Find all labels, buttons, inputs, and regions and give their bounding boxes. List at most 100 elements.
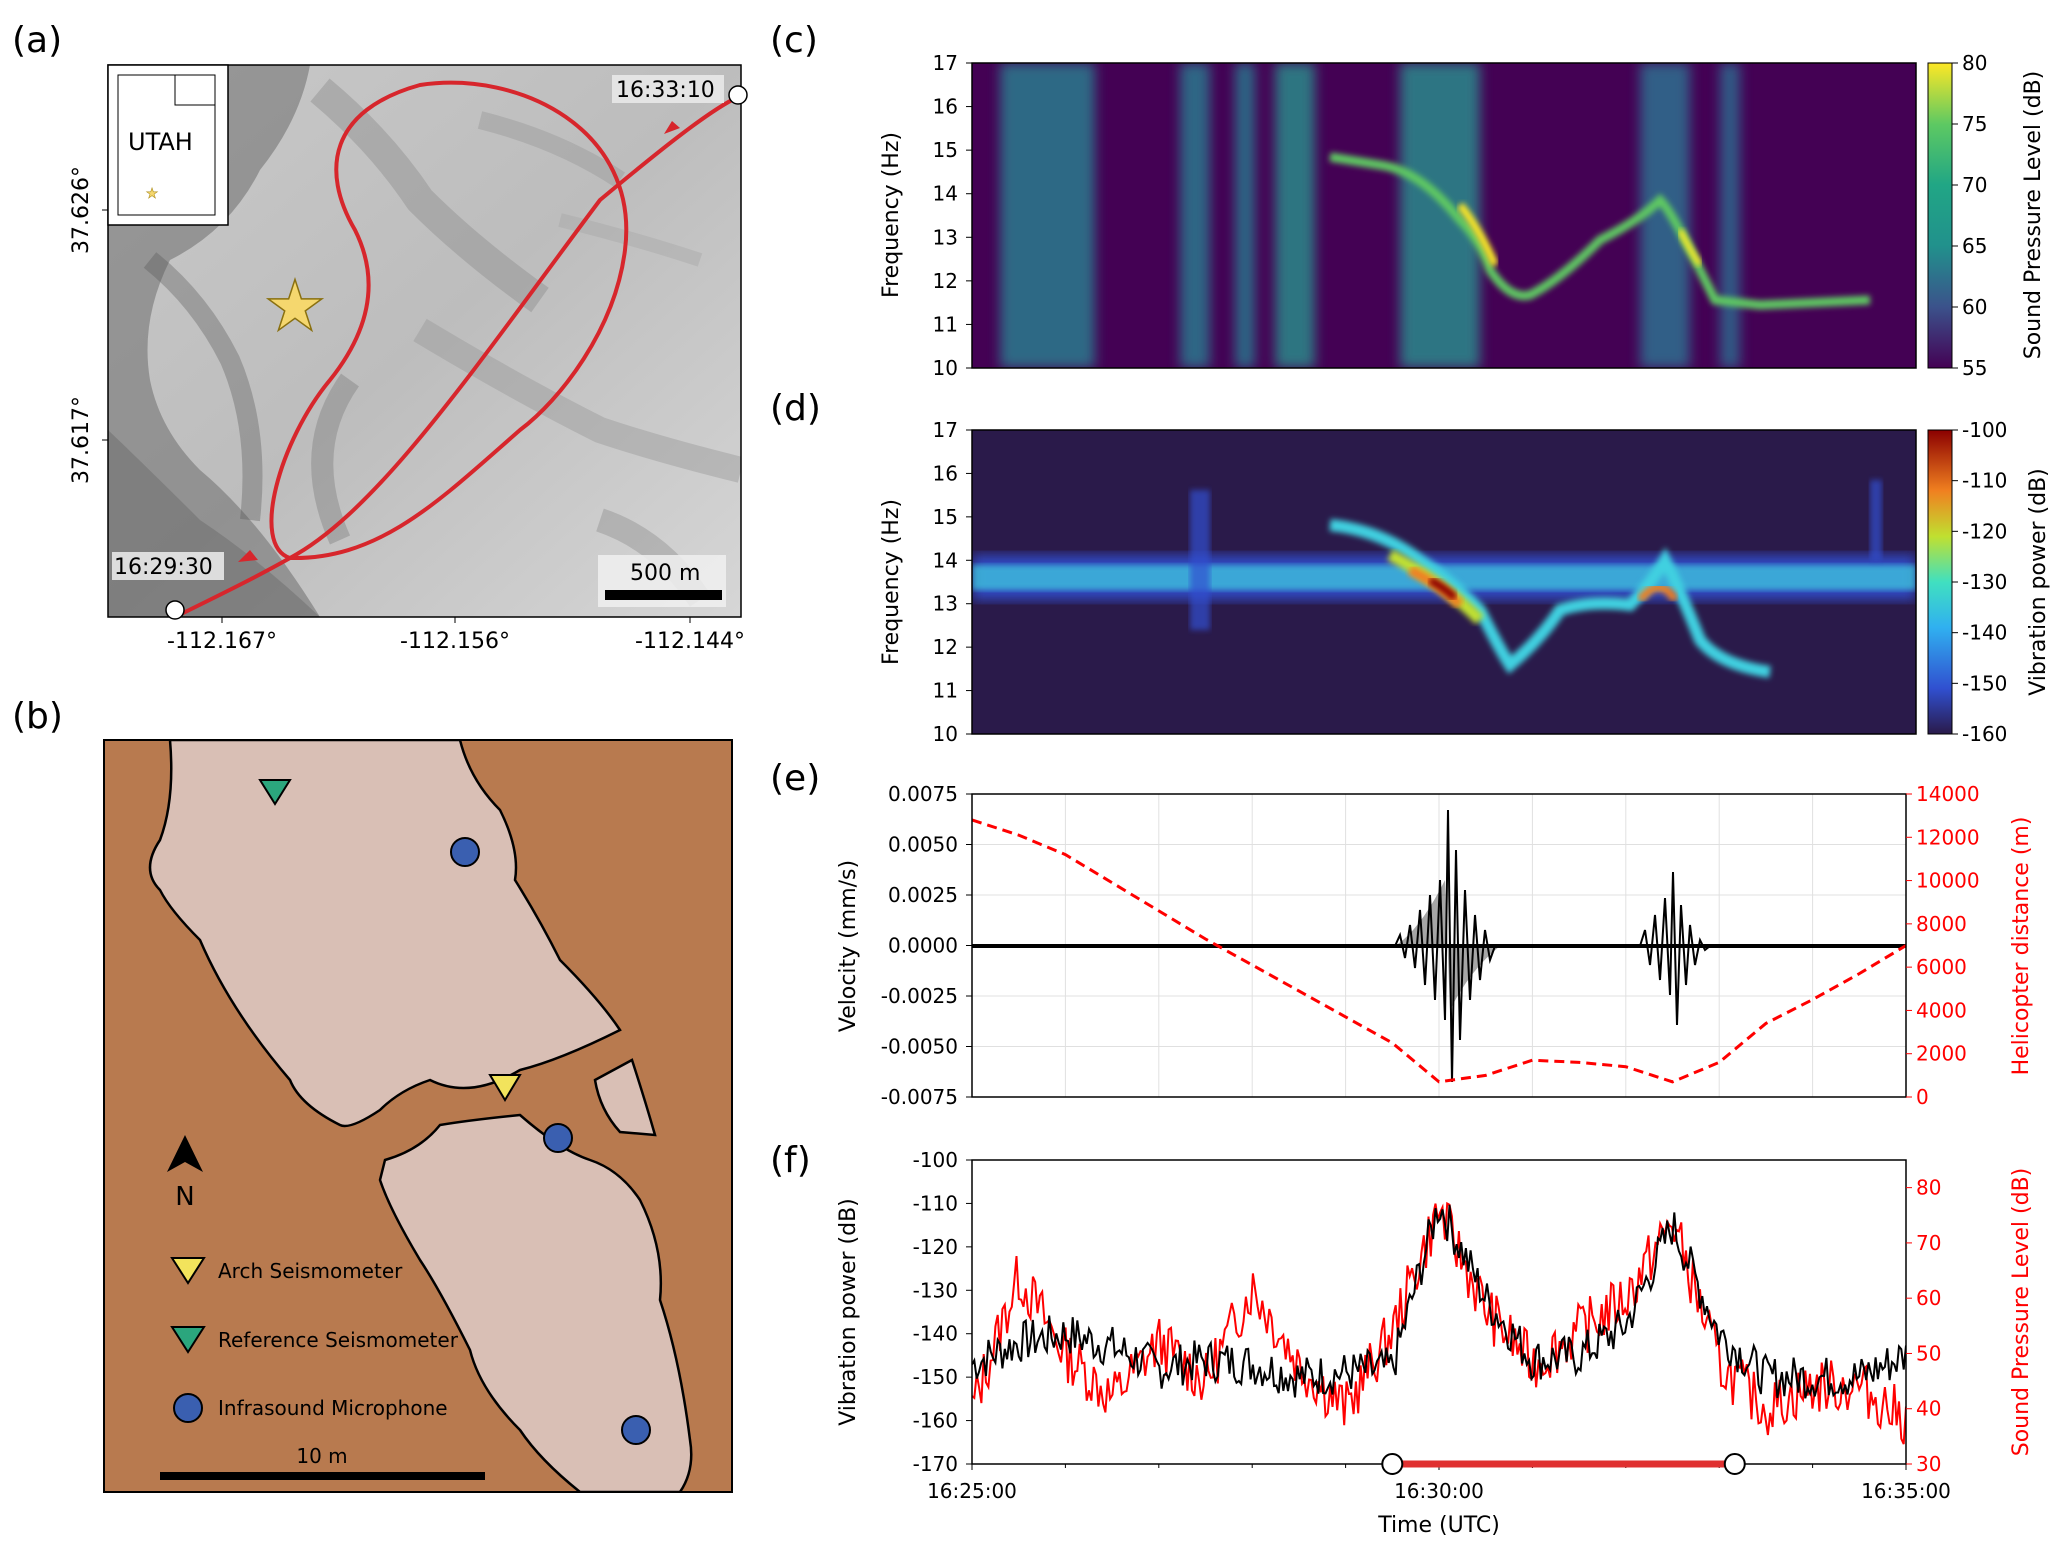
y2tick-label: 10000: [1916, 869, 1980, 893]
chart-f-yaxis: -100 -110 -120 -130 -140 -150 -160 -170: [913, 1148, 972, 1476]
y2tick-label: 70: [1916, 1231, 1941, 1255]
colorbar-d-ticks: -100 -110 -120 -130 -140 -150 -160: [1952, 418, 2007, 746]
colorbar-tick-label: -100: [1962, 418, 2007, 442]
site-legend: Arch Seismometer Reference Seismometer I…: [170, 1257, 459, 1423]
ytick-label: 12: [933, 269, 958, 293]
helicopter-flight-exit: [289, 95, 739, 560]
lon-tick-3: -112.144°: [635, 629, 745, 654]
y2tick-label: 12000: [1916, 825, 1980, 849]
site-scalebar: [160, 1472, 485, 1480]
ytick-label: -140: [913, 1322, 958, 1346]
vibration-power-line: [972, 1204, 1906, 1399]
spectrogram-c: 10 11 12 13 14 15 16 17 Frequency (Hz) 55 60 65 70…: [879, 51, 2046, 380]
map-lon-ticks: -112.167° -112.156° -112.144°: [167, 617, 745, 654]
site-panel: N Arch Seismometer Reference Seismometer…: [103, 739, 733, 1493]
legend-microphone-icon: [173, 1393, 203, 1423]
flight-window-bar: [1381, 1453, 1746, 1475]
ytick-label: -110: [913, 1191, 958, 1215]
chart-e-y2axis: 14000 12000 10000 8000 6000 4000 2000 0: [1906, 782, 1980, 1109]
infrasound-microphone-2-icon: [543, 1123, 573, 1153]
sand-region-south: [378, 1113, 693, 1492]
chart-f-xaxis: 16:25:00 16:30:00 16:35:00: [927, 1464, 1951, 1503]
chart-e-yaxis: 0.0075 0.0050 0.0025 0.0000 -0.0025 -0.0050 -0…: [881, 782, 972, 1109]
ytick-label: 16: [933, 461, 958, 485]
colorbar-tick-label: 75: [1962, 112, 1987, 136]
north-label: N: [175, 1182, 194, 1212]
map-scalebar: [605, 590, 722, 600]
map-lat-ticks: 37.626° 37.617°: [69, 166, 108, 484]
panel-label-e: (e): [770, 758, 820, 799]
colorbar-tick-label: 70: [1962, 173, 1987, 197]
ytick-label: 17: [933, 51, 958, 75]
y2tick-label: 14000: [1916, 782, 1980, 806]
ytick-label: 0.0075: [888, 782, 958, 806]
colorbar-tick-label: 80: [1962, 51, 1987, 75]
flight-start-marker-icon: [165, 600, 185, 620]
ytick-label: 11: [933, 679, 958, 703]
y2tick-label: 30: [1916, 1452, 1941, 1476]
chart-f-ylabel: Vibration power (dB): [836, 1198, 861, 1426]
arch-seismometer-icon: [488, 1074, 522, 1102]
panel-label-c: (c): [770, 20, 818, 61]
chart-f-xlabel: Time (UTC): [1377, 1513, 1500, 1538]
ytick-label: 13: [933, 592, 958, 616]
colorbar-d: [1927, 429, 1953, 735]
velocity-trace: [972, 809, 1906, 1083]
ytick-label: -130: [913, 1278, 958, 1302]
y2tick-label: 4000: [1916, 998, 1967, 1022]
colorbar-c-ticks: 55 60 65 70 75 80: [1952, 51, 1987, 380]
y2tick-label: 40: [1916, 1397, 1941, 1421]
ytick-label: 15: [933, 505, 958, 529]
colorbar-c-label: Sound Pressure Level (dB): [2021, 71, 2046, 360]
colorbar-tick-label: -140: [1962, 621, 2007, 645]
ytick-label: 14: [933, 182, 958, 206]
y2tick-label: 50: [1916, 1341, 1941, 1365]
lat-tick-2: 37.617°: [69, 396, 94, 484]
chart-f: -100 -110 -120 -130 -140 -150 -160 -170 30 40 50 6…: [836, 1148, 2034, 1538]
ytick-label: 11: [933, 312, 958, 336]
colorbar-tick-label: 65: [1962, 234, 1987, 258]
legend-arch-label: Arch Seismometer: [218, 1259, 403, 1283]
colorbar-tick-label: -120: [1962, 519, 2007, 543]
panel-label-a: (a): [12, 20, 62, 61]
arch-location-star-icon: ★: [264, 265, 327, 347]
helicopter-flight-path: [174, 80, 629, 619]
lat-tick-1: 37.626°: [69, 166, 94, 254]
y2tick-label: 60: [1916, 1286, 1941, 1310]
ytick-label: -170: [913, 1452, 958, 1476]
ytick-label: 14: [933, 548, 958, 572]
ytick-label: 0.0025: [888, 883, 958, 907]
ytick-label: -150: [913, 1365, 958, 1389]
colorbar-tick-label: -110: [1962, 469, 2007, 493]
legend-arch-icon: [170, 1257, 206, 1285]
ytick-label: -120: [913, 1235, 958, 1259]
flight-window-end-icon: [1723, 1453, 1746, 1475]
colorbar-tick-label: -150: [1962, 671, 2007, 695]
ytick-label: 15: [933, 138, 958, 162]
colorbar-c: [1927, 62, 1953, 369]
ytick-label: -160: [913, 1409, 958, 1433]
spectrogram-d-yaxis: 10 11 12 13 14 15 16 17: [933, 418, 972, 746]
spectrogram-c-signal: [1000, 63, 1871, 368]
ytick-label: 0.0050: [888, 833, 958, 857]
utah-label: UTAH: [128, 128, 193, 156]
colorbar-tick-label: 55: [1962, 356, 1987, 380]
y2tick-label: 0: [1916, 1085, 1929, 1109]
xtick-label: 16:30:00: [1394, 1479, 1484, 1503]
north-arrow-icon: [167, 1135, 203, 1172]
xtick-label: 16:35:00: [1861, 1479, 1951, 1503]
ytick-label: -100: [913, 1148, 958, 1172]
sand-region-islet: [593, 1058, 657, 1137]
legend-microphone-label: Infrasound Microphone: [218, 1396, 448, 1420]
flight-arrow-end-icon: [664, 121, 680, 134]
map-panel: UTAH ★ ★ 16:33:10 16:29:30 500 m 37.626°…: [69, 64, 748, 654]
spectrogram-d: 10 11 12 13 14 15 16 17 Frequency (Hz) -100 -110…: [879, 418, 2051, 746]
ytick-label: 13: [933, 225, 958, 249]
y2tick-label: 8000: [1916, 912, 1967, 936]
ytick-label: 10: [933, 722, 958, 746]
ytick-label: 10: [933, 356, 958, 380]
lon-tick-1: -112.167°: [167, 629, 277, 654]
colorbar-d-label: Vibration power (dB): [2026, 468, 2051, 696]
y2tick-label: 6000: [1916, 955, 1967, 979]
chart-e-ylabel: Velocity (mm/s): [836, 860, 861, 1032]
